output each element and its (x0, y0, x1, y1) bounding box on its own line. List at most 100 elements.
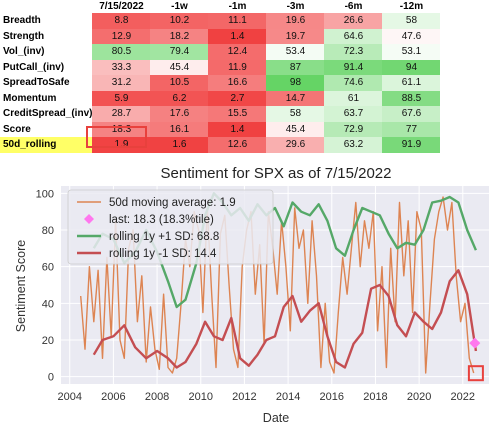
table-cell: 5.9 (92, 90, 151, 106)
table-header-current: 7/15/2022 (99, 1, 144, 12)
table-row: Momentum 5.9 6.2 2.7 14.7 61 88.5 (0, 90, 441, 106)
row-label: Strength (3, 30, 45, 42)
table-cell: 8.8 (92, 13, 151, 29)
table-cell: 72.3 (324, 44, 383, 60)
table-cell: 26.6 (324, 13, 383, 29)
series-line-2 (92, 192, 478, 309)
table-cell: 53.1 (382, 44, 441, 60)
table-cell: 1.4 (208, 28, 267, 44)
table-header-12m: -12m (399, 1, 424, 12)
table-cell: 61 (324, 90, 383, 106)
y-tick-label: 100 (36, 188, 54, 200)
chart-legend: 50d moving average: 1.9 last: 18.3 (18.3%… (67, 189, 274, 265)
legend-label: rolling 1y -1 SD: 14.4 (109, 248, 217, 260)
table-cell: 10.5 (150, 75, 209, 91)
table-cell: 63.2 (324, 137, 383, 153)
table-cell: 79.4 (150, 44, 209, 60)
table-cell: 18.3 (92, 121, 151, 137)
table-cell: 6.2 (150, 90, 209, 106)
table-cell: 53.4 (266, 44, 325, 60)
y-tick-label: 80 (42, 225, 54, 237)
x-tick-label: 2010 (189, 391, 213, 403)
table-cell: 45.4 (266, 121, 325, 137)
y-tick-label: 20 (42, 335, 54, 347)
table-cell: 14.7 (266, 90, 325, 106)
table-header-6m: -6m (344, 1, 363, 12)
table-cell: 12.6 (208, 137, 267, 153)
table-row: Score 18.3 16.1 1.4 45.4 72.9 77 (0, 121, 441, 137)
table-cell: 77 (382, 121, 441, 137)
row-label: PutCall_(inv) (3, 61, 65, 73)
table-cell: 91.4 (324, 59, 383, 75)
table-cell: 29.6 (266, 137, 325, 153)
legend-marker (84, 214, 94, 224)
table-header-1w: -1w (171, 1, 188, 12)
table-cell: 58 (382, 13, 441, 29)
series-layer (80, 192, 478, 374)
legend-label: last: 18.3 (18.3%tile) (109, 214, 214, 226)
y-tick-label: 60 (42, 262, 54, 274)
x-tick-label: 2008 (145, 391, 169, 403)
table-cell: 31.2 (92, 75, 151, 91)
x-tick-label: 2004 (57, 391, 81, 403)
x-tick-label: 2014 (276, 391, 300, 403)
table-cell: 16.6 (208, 75, 267, 91)
table-row: Strength 12.9 18.2 1.4 19.7 64.6 47.6 (0, 28, 441, 44)
table-cell: 11.9 (208, 59, 267, 75)
table-cell: 45.4 (150, 59, 209, 75)
table-cell: 64.6 (324, 28, 383, 44)
table-cell: 63.7 (324, 106, 383, 122)
table-cell: 74.6 (324, 75, 383, 91)
sentiment-line-chart: Sentiment for SPX as of 7/15/2022 2004 20… (14, 165, 489, 425)
table-cell: 94 (382, 59, 441, 75)
table-cell: 58 (266, 106, 325, 122)
y-axis-title: Sentiment Score (14, 240, 28, 332)
x-tick-label: 2020 (407, 391, 431, 403)
table-header-corner (0, 0, 92, 13)
legend-box (67, 189, 274, 265)
row-label: SpreadToSafe (3, 77, 70, 89)
table-cell: 1.6 (150, 137, 209, 153)
chart-title: Sentiment for SPX as of 7/15/2022 (161, 165, 392, 182)
last-value-marker (469, 337, 481, 349)
table-cell: 28.7 (92, 106, 151, 122)
x-tick-label: 2022 (451, 391, 475, 403)
table-cell: 47.6 (382, 28, 441, 44)
table-cell: 98 (266, 75, 325, 91)
table-cell: 67.6 (382, 106, 441, 122)
table-cell: 61.1 (382, 75, 441, 91)
x-tick-label: 2006 (101, 391, 125, 403)
legend-label: rolling 1y +1 SD: 68.8 (109, 231, 219, 243)
y-tick-label: 0 (48, 372, 54, 384)
row-label: Vol_(inv) (3, 46, 45, 58)
table-row: 50d_rolling 1.9 1.6 12.6 29.6 63.2 91.9 (0, 137, 441, 153)
current-value-highlight-box (467, 365, 484, 382)
axis-ticks: 2004 2006 2008 2010 2012 2014 2016 2018 2020 2022… (36, 188, 475, 403)
marks-layer (467, 337, 484, 382)
sentiment-table: 7/15/2022 -1w -1m -3m -6m -12m Breadth 8.… (0, 0, 441, 153)
table-header-3m: -3m (286, 1, 305, 12)
table-row: Breadth 8.8 10.2 11.1 19.6 26.6 58 (0, 13, 441, 29)
table-row: CreditSpread_(inv) 28.7 17.6 15.5 58 63.7 67.6 (0, 106, 441, 122)
table-cell: 12.9 (92, 28, 151, 44)
table-cell: 15.5 (208, 106, 267, 122)
table-cell: 18.2 (150, 28, 209, 44)
row-label: 50d_rolling (0, 137, 93, 153)
y-tick-label: 40 (42, 298, 54, 310)
table-body: Breadth 8.8 10.2 11.1 19.6 26.6 58 Strength 12.9… (0, 13, 441, 153)
series-line-3 (92, 269, 478, 369)
table-cell: 33.3 (92, 59, 151, 75)
table-row: SpreadToSafe 31.2 10.5 16.6 98 74.6 61.1 (0, 75, 441, 91)
table-row: Vol_(inv) 80.5 79.4 12.4 53.4 72.3 53.1 (0, 44, 441, 60)
row-label: Momentum (3, 92, 57, 104)
table-cell: 16.1 (150, 121, 209, 137)
series-line-0 (80, 196, 475, 374)
x-axis-title: Date (263, 411, 289, 425)
table-cell: 10.2 (150, 13, 209, 29)
x-tick-label: 2012 (232, 391, 256, 403)
legend-label: 50d moving average: 1.9 (109, 197, 236, 209)
row-label: Breadth (3, 15, 41, 27)
table-cell: 12.4 (208, 44, 267, 60)
table-cell: 17.6 (150, 106, 209, 122)
row-label: Score (3, 123, 31, 135)
